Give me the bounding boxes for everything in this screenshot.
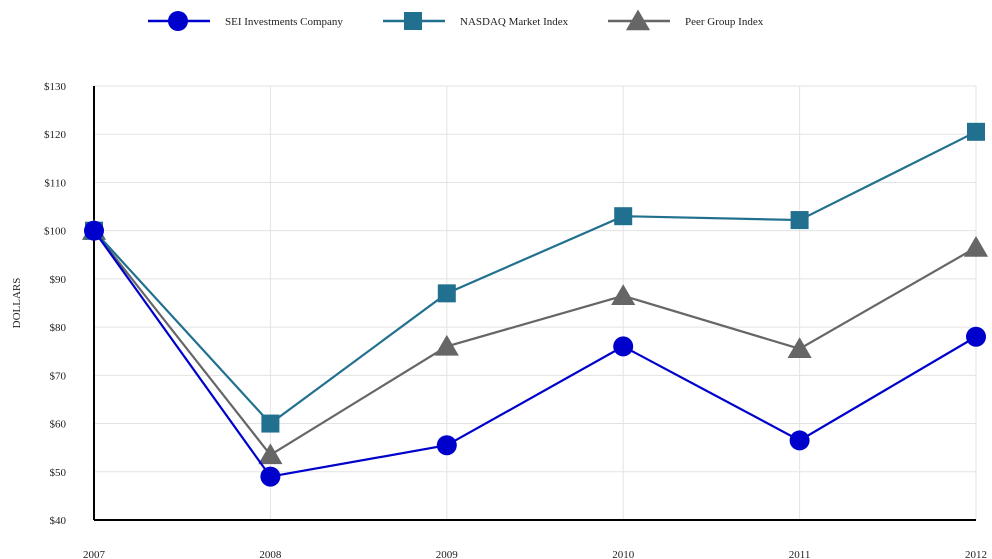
legend-marker <box>168 11 188 31</box>
data-point-peer-group-index <box>434 334 459 356</box>
series-nasdaq-market-index <box>85 122 985 433</box>
data-point-nasdaq-market-index <box>261 414 280 433</box>
data-point-nasdaq-market-index <box>790 211 809 230</box>
data-point-nasdaq-market-index <box>967 122 985 141</box>
legend-item-sei-investments-company: SEI Investments Company <box>148 11 343 31</box>
data-point-peer-group-index <box>963 236 989 257</box>
y-tick-label: $100 <box>44 226 67 238</box>
x-tick-labels: 2007 2008 2009 2010 2011 2012 <box>83 549 987 559</box>
legend-label: SEI Investments Company <box>225 16 343 28</box>
y-tick-label: $130 <box>44 81 67 93</box>
series-layer <box>81 122 989 487</box>
y-tick-label: $80 <box>50 322 67 334</box>
y-tick-label: $40 <box>50 515 67 527</box>
data-point-sei-investments-company <box>436 435 457 456</box>
data-point-peer-group-index <box>258 443 283 465</box>
x-tick-label: 2009 <box>436 549 459 559</box>
y-tick-label: $50 <box>50 467 67 479</box>
x-tick-label: 2007 <box>83 549 106 559</box>
series-line-sei-investments-company <box>93 230 977 478</box>
data-point-sei-investments-company <box>613 336 634 357</box>
x-tick-label: 2010 <box>612 549 635 559</box>
axes <box>93 86 976 521</box>
y-tick-label: $90 <box>50 274 67 286</box>
legend-marker <box>625 9 651 31</box>
legend-item-nasdaq-market-index: NASDAQ Market Index <box>383 12 569 30</box>
y-axis-title: DOLLARS <box>11 278 23 329</box>
data-point-nasdaq-market-index <box>437 284 456 303</box>
grid-lines <box>93 85 977 521</box>
data-point-sei-investments-company <box>789 430 810 451</box>
legend-label: Peer Group Index <box>685 16 764 28</box>
data-point-peer-group-index <box>787 337 812 359</box>
series-line-peer-group-index <box>93 229 977 457</box>
legend-marker <box>404 12 422 30</box>
y-tick-label: $60 <box>50 419 67 431</box>
series-sei-investments-company <box>84 220 986 487</box>
legend: SEI Investments Company NASDAQ Market Ind… <box>148 9 764 31</box>
x-tick-label: 2011 <box>789 549 811 559</box>
x-tick-label: 2012 <box>965 549 987 559</box>
series-peer-group-index <box>81 219 989 465</box>
y-tick-label: $110 <box>44 177 66 189</box>
series-line-nasdaq-market-index <box>93 130 977 426</box>
data-point-sei-investments-company <box>84 220 104 241</box>
y-tick-label: $70 <box>50 370 67 382</box>
legend-item-peer-group-index: Peer Group Index <box>608 9 764 31</box>
legend-label: NASDAQ Market Index <box>460 16 569 28</box>
y-tick-labels: $40 $50 $60 $70 $80 $90 $100 $110 $120 $130 <box>44 81 67 527</box>
data-point-sei-investments-company <box>260 466 281 487</box>
x-tick-label: 2008 <box>259 549 282 559</box>
y-tick-label: $120 <box>44 129 67 141</box>
data-point-sei-investments-company <box>966 326 986 347</box>
data-point-nasdaq-market-index <box>614 207 633 226</box>
data-point-peer-group-index <box>611 284 636 305</box>
